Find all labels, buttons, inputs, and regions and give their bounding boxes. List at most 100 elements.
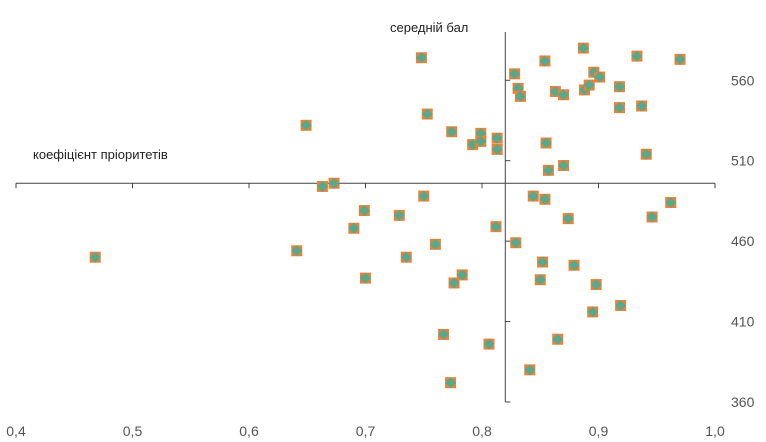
data-point bbox=[613, 81, 625, 93]
data-point-diamond bbox=[358, 205, 370, 217]
data-point bbox=[534, 274, 546, 286]
data-point-diamond bbox=[646, 211, 658, 223]
data-point-diamond bbox=[490, 221, 502, 233]
data-point bbox=[438, 328, 450, 340]
data-point-diamond bbox=[577, 42, 589, 54]
data-point bbox=[509, 68, 521, 80]
y-tick-label: 410 bbox=[731, 314, 755, 330]
data-point bbox=[415, 52, 427, 64]
data-point-diamond bbox=[429, 238, 441, 250]
data-point bbox=[636, 100, 648, 112]
data-point-diamond bbox=[393, 209, 405, 221]
data-point-diamond bbox=[534, 274, 546, 286]
data-point-diamond bbox=[527, 190, 539, 202]
data-point bbox=[429, 238, 441, 250]
data-point-diamond bbox=[291, 245, 303, 257]
data-point-diamond bbox=[510, 237, 522, 249]
data-point bbox=[328, 177, 340, 189]
y-tick-label: 560 bbox=[731, 72, 755, 88]
data-point bbox=[514, 90, 526, 102]
data-point bbox=[358, 205, 370, 217]
data-point-diamond bbox=[509, 68, 521, 80]
data-point-diamond bbox=[491, 143, 503, 155]
data-point-diamond bbox=[514, 90, 526, 102]
x-tick-label: 0,7 bbox=[356, 423, 376, 439]
data-point bbox=[665, 197, 677, 209]
data-point-diamond bbox=[552, 333, 564, 345]
data-point-diamond bbox=[587, 306, 599, 318]
y-tick-labels: 360 410 460 510 560 bbox=[731, 72, 755, 410]
data-point-diamond bbox=[475, 135, 487, 147]
data-point bbox=[445, 377, 457, 389]
data-point-diamond bbox=[456, 269, 468, 281]
data-point-diamond bbox=[446, 126, 458, 138]
data-points bbox=[89, 42, 686, 389]
y-axis-title: середній бал bbox=[390, 20, 468, 35]
data-point bbox=[674, 53, 686, 65]
data-point bbox=[583, 79, 595, 91]
data-point-diamond bbox=[613, 102, 625, 114]
data-point-diamond bbox=[491, 132, 503, 144]
data-point-diamond bbox=[328, 177, 340, 189]
data-point-diamond bbox=[631, 50, 643, 62]
data-point bbox=[594, 71, 606, 83]
data-point bbox=[421, 108, 433, 120]
data-point-diamond bbox=[438, 328, 450, 340]
x-tick-label: 0,5 bbox=[123, 423, 143, 439]
data-point bbox=[524, 364, 536, 376]
data-point bbox=[640, 148, 652, 160]
data-point bbox=[483, 338, 495, 350]
data-point bbox=[316, 180, 328, 192]
data-point bbox=[456, 269, 468, 281]
data-point bbox=[348, 222, 360, 234]
y-axis bbox=[504, 32, 511, 403]
data-point bbox=[558, 89, 570, 101]
data-point bbox=[300, 119, 312, 131]
data-point bbox=[89, 251, 101, 263]
data-point-diamond bbox=[415, 52, 427, 64]
data-point bbox=[360, 272, 371, 284]
data-point bbox=[537, 256, 549, 268]
data-point bbox=[568, 259, 580, 271]
data-point-diamond bbox=[558, 160, 570, 172]
data-point-diamond bbox=[590, 279, 602, 291]
data-point-diamond bbox=[537, 256, 549, 268]
data-point bbox=[446, 126, 458, 138]
data-point bbox=[490, 221, 502, 233]
data-point bbox=[552, 333, 564, 345]
y-tick-label: 510 bbox=[731, 153, 755, 169]
data-point bbox=[418, 190, 430, 202]
data-point bbox=[527, 190, 539, 202]
data-point-diamond bbox=[562, 213, 574, 225]
x-axis bbox=[15, 182, 716, 189]
data-point bbox=[291, 245, 303, 257]
x-tick-label: 0,8 bbox=[472, 423, 492, 439]
data-point bbox=[491, 132, 503, 144]
data-point bbox=[631, 50, 643, 62]
data-point-diamond bbox=[539, 193, 551, 205]
data-point-diamond bbox=[300, 119, 312, 131]
data-point-diamond bbox=[524, 364, 536, 376]
data-point-diamond bbox=[316, 180, 328, 192]
data-point bbox=[646, 211, 658, 223]
data-point-diamond bbox=[418, 190, 430, 202]
data-point-diamond bbox=[360, 272, 371, 284]
data-point-diamond bbox=[421, 108, 433, 120]
y-tick-label: 360 bbox=[731, 394, 755, 410]
data-point-diamond bbox=[539, 55, 551, 67]
data-point-diamond bbox=[348, 222, 360, 234]
data-point bbox=[558, 160, 570, 172]
data-point bbox=[393, 209, 405, 221]
data-point-diamond bbox=[583, 79, 595, 91]
data-point-diamond bbox=[665, 197, 677, 209]
data-point bbox=[590, 279, 602, 291]
x-tick-label: 0,9 bbox=[589, 423, 609, 439]
data-point bbox=[539, 55, 551, 67]
data-point bbox=[587, 306, 599, 318]
x-tick-label: 0,4 bbox=[6, 423, 26, 439]
data-point-diamond bbox=[540, 137, 552, 149]
data-point bbox=[542, 164, 554, 176]
data-point bbox=[562, 213, 574, 225]
y-tick-label: 460 bbox=[731, 233, 755, 249]
